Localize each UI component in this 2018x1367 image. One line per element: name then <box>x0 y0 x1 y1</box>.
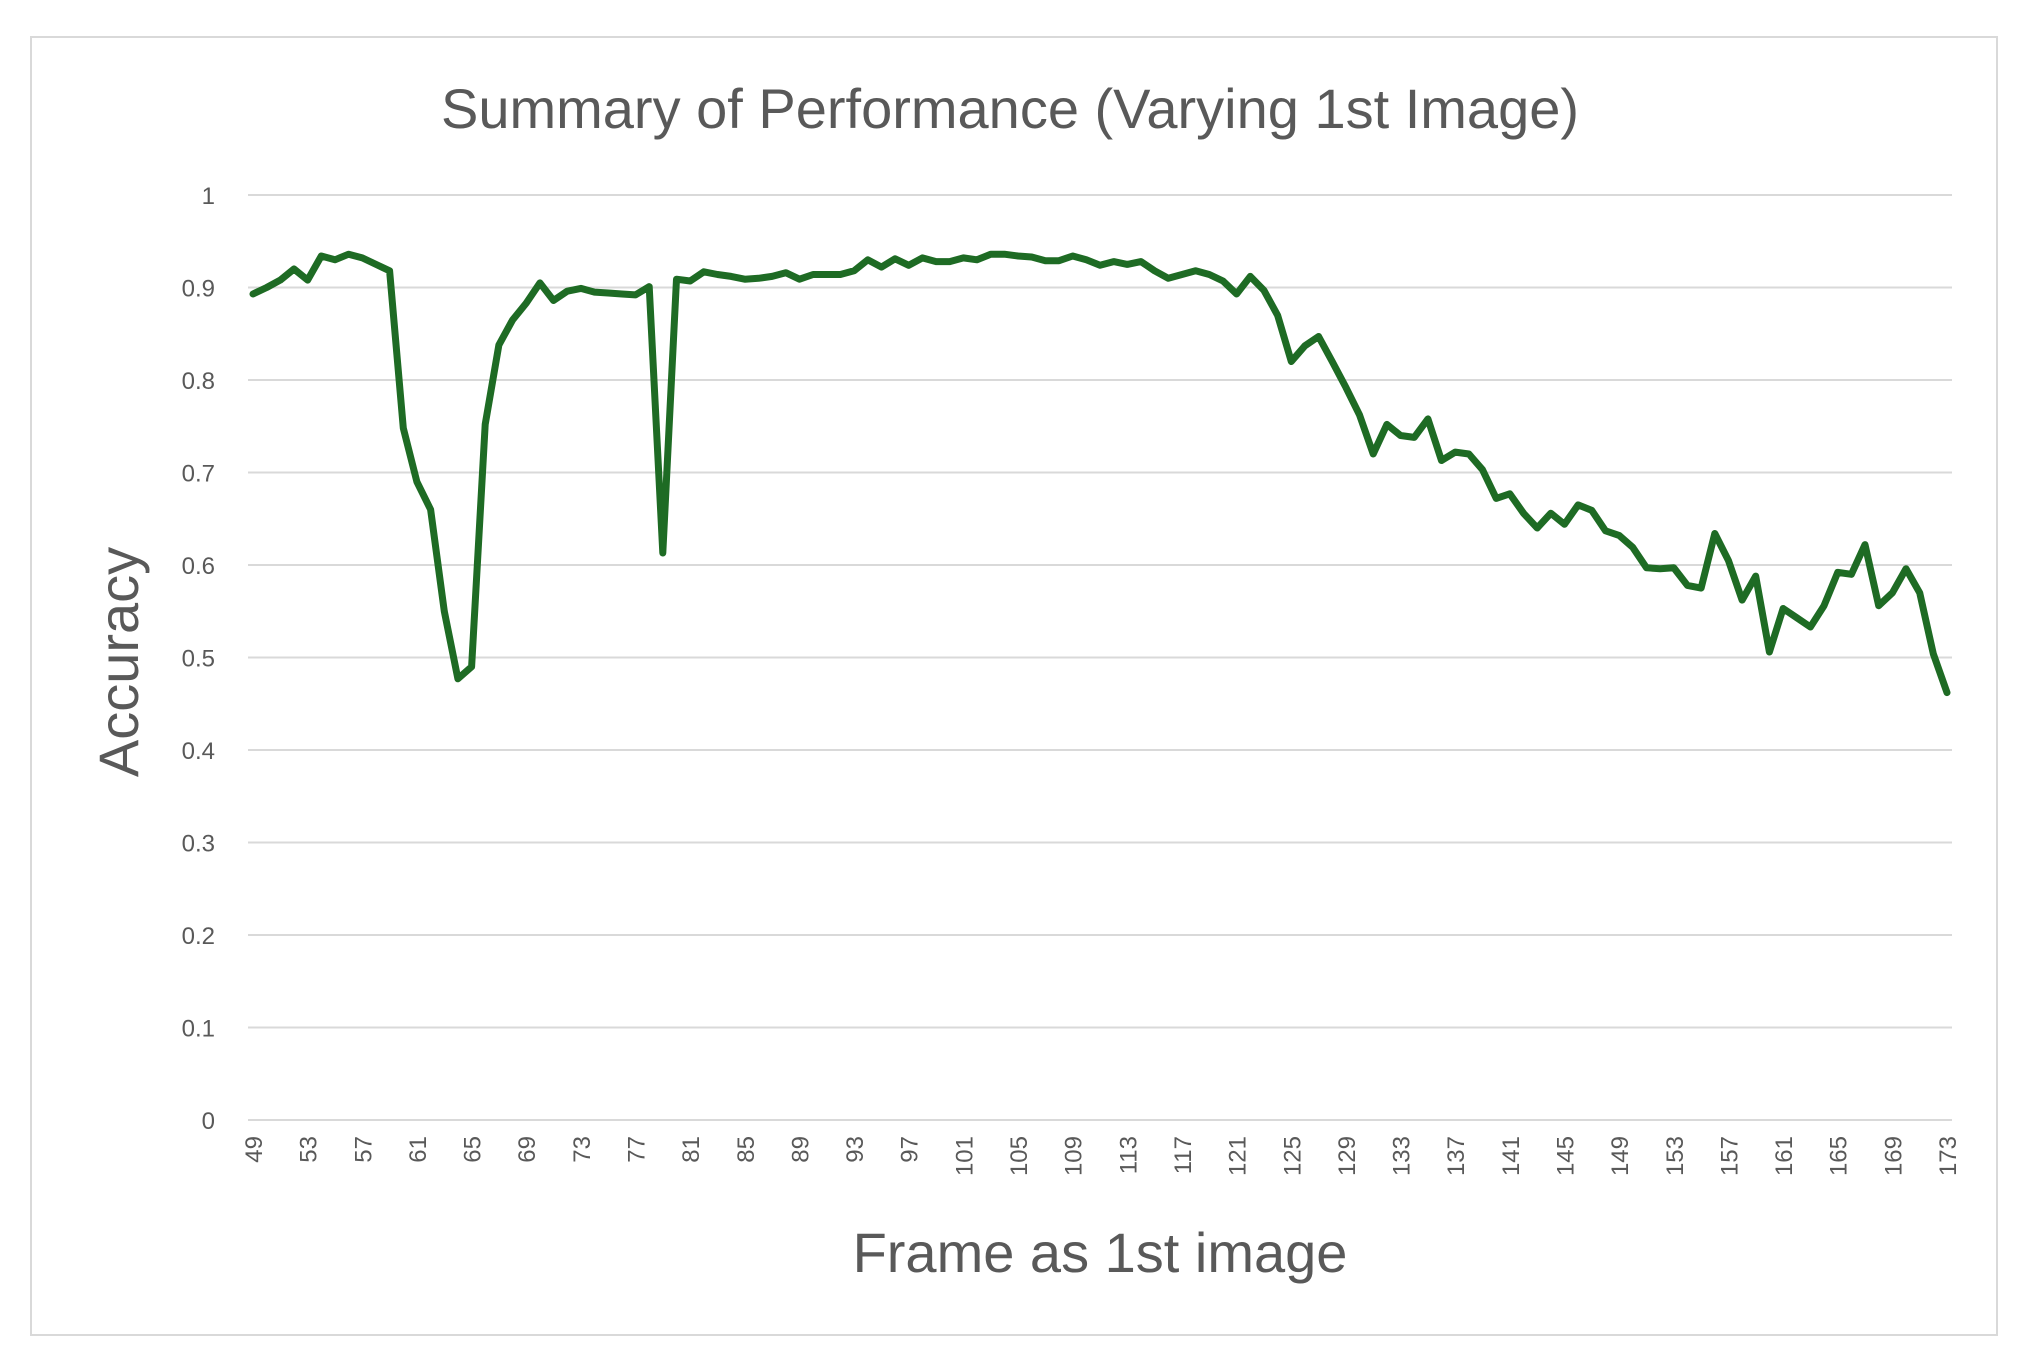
y-tick-label: 0.5 <box>182 646 215 673</box>
x-tick-label: 129 <box>1334 1136 1361 1176</box>
x-tick-label: 133 <box>1389 1136 1416 1176</box>
y-tick-label: 1 <box>202 183 215 210</box>
x-tick-label: 81 <box>678 1136 705 1163</box>
x-tick-label: 105 <box>1006 1136 1033 1176</box>
x-tick-label: 89 <box>787 1136 814 1163</box>
x-tick-label: 85 <box>733 1136 760 1163</box>
x-tick-label: 125 <box>1279 1136 1306 1176</box>
x-tick-label: 165 <box>1826 1136 1853 1176</box>
y-tick-label: 0.6 <box>182 553 215 580</box>
x-tick-label: 173 <box>1935 1136 1962 1176</box>
x-tick-label: 73 <box>569 1136 596 1163</box>
y-tick-label: 0.4 <box>182 738 215 765</box>
series-line-accuracy <box>249 250 1951 697</box>
x-tick-label: 53 <box>296 1136 323 1163</box>
x-tick-label: 109 <box>1061 1136 1088 1176</box>
y-axis-tick-labels: 0 0.1 0.2 0.3 0.4 0.5 0.6 0.7 0.8 0.9 1 <box>182 183 215 1135</box>
x-tick-label: 61 <box>405 1136 432 1163</box>
x-tick-label: 137 <box>1443 1136 1470 1176</box>
x-tick-label: 49 <box>241 1136 268 1163</box>
x-axis-title: Frame as 1st image <box>853 1221 1348 1284</box>
x-tick-label: 77 <box>624 1136 651 1163</box>
x-tick-label: 121 <box>1225 1136 1252 1176</box>
x-tick-label: 149 <box>1607 1136 1634 1176</box>
x-tick-label: 145 <box>1552 1136 1579 1176</box>
x-tick-label: 93 <box>842 1136 869 1163</box>
x-tick-label: 117 <box>1170 1136 1197 1174</box>
y-tick-label: 0.7 <box>182 461 215 488</box>
x-tick-label: 169 <box>1880 1136 1907 1176</box>
x-tick-label: 97 <box>897 1136 924 1163</box>
y-tick-label: 0.9 <box>182 276 215 303</box>
x-tick-label: 157 <box>1716 1136 1743 1176</box>
x-tick-label: 57 <box>350 1136 377 1163</box>
y-tick-label: 0.3 <box>182 831 215 858</box>
y-axis-title: Accuracy <box>87 547 150 777</box>
y-tick-label: 0.2 <box>182 923 215 950</box>
x-tick-label: 113 <box>1115 1136 1142 1174</box>
y-tick-label: 0.1 <box>182 1016 215 1043</box>
x-tick-label: 101 <box>951 1136 978 1176</box>
y-tick-label: 0.8 <box>182 368 215 395</box>
x-axis-tick-labels: 49 53 57 61 65 69 73 77 81 85 89 93 97 101 105 109 113 11… <box>241 1136 1962 1176</box>
series-layer <box>249 250 1951 697</box>
x-tick-label: 161 <box>1771 1136 1798 1176</box>
y-tick-label: 0 <box>202 1108 215 1135</box>
x-tick-label: 69 <box>514 1136 541 1163</box>
x-tick-label: 141 <box>1498 1136 1525 1176</box>
x-tick-label: 65 <box>460 1136 487 1163</box>
x-tick-label: 153 <box>1662 1136 1689 1176</box>
chart-title: Summary of Performance (Varying 1st Imag… <box>441 77 1579 140</box>
